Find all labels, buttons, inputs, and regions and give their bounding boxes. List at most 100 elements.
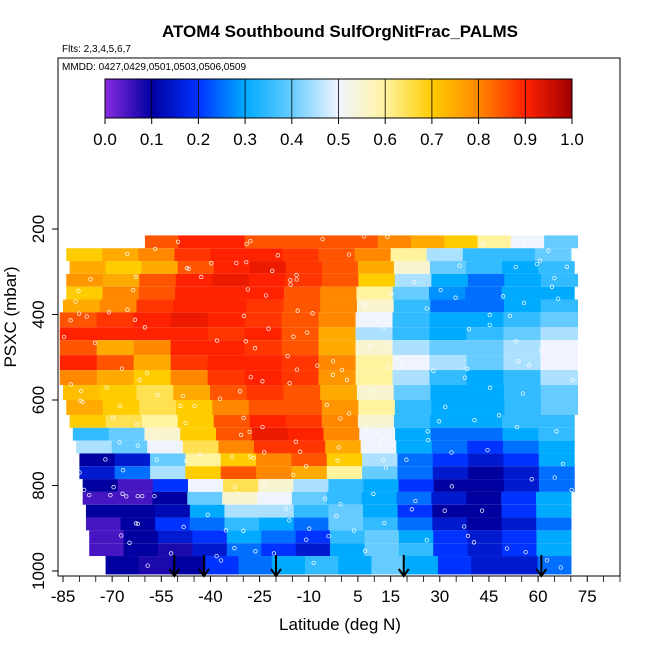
sample-dot (132, 317, 138, 322)
heatmap-cell (503, 312, 542, 328)
heatmap-cell (247, 286, 285, 300)
sample-dot (381, 458, 386, 463)
sample-dot (380, 326, 385, 331)
heatmap-cell (291, 491, 328, 505)
heatmap-cell (283, 385, 321, 400)
heatmap-cell (141, 414, 179, 428)
heatmap-cell (244, 327, 283, 341)
sample-dot (230, 454, 235, 459)
heatmap-cell (141, 261, 179, 274)
sample-dot (140, 493, 145, 499)
heatmap-cell (467, 543, 503, 557)
sample-dot (361, 234, 367, 239)
sample-dot (214, 553, 219, 559)
heatmap-cell (177, 261, 215, 274)
heatmap-cell (502, 440, 540, 454)
heatmap-cell (295, 543, 331, 557)
sample-dot (294, 277, 299, 282)
heatmap-cell (501, 286, 539, 300)
sample-dot (76, 311, 82, 316)
heatmap-cell (540, 327, 579, 341)
heatmap-cell (430, 427, 468, 441)
heatmap-cell (326, 466, 363, 480)
sample-dot (241, 528, 246, 533)
heatmap-cell (178, 235, 213, 249)
heatmap-cell (320, 385, 358, 400)
heatmap-cell (96, 355, 135, 371)
heatmap-row (66, 286, 575, 300)
heatmap-cell (251, 427, 289, 441)
heatmap-cell (429, 286, 466, 300)
sample-dot (315, 363, 320, 368)
heatmap-cell (138, 248, 175, 262)
sample-dot (119, 366, 125, 371)
sample-dot (84, 314, 89, 319)
heatmap-row (59, 340, 579, 356)
x-axis-label: Latitude (deg N) (279, 615, 401, 634)
heatmap-cell (244, 370, 283, 386)
heatmap-cell (433, 530, 469, 544)
heatmap-cell (467, 530, 503, 544)
sample-dot (364, 427, 369, 432)
sample-dot (522, 240, 528, 246)
heatmap-cell (503, 327, 542, 341)
sample-dot (334, 514, 339, 519)
heatmap-cell (102, 248, 139, 262)
heatmap-cell (249, 261, 287, 274)
sample-dot (294, 272, 299, 278)
sample-dot (409, 507, 414, 512)
plot-frame (57, 57, 621, 577)
sample-dot (78, 388, 84, 394)
heatmap-cell (66, 286, 104, 300)
colorbar-tick-label: 0.0 (93, 130, 117, 149)
heatmap-cell (431, 400, 469, 415)
sample-dot (144, 370, 150, 376)
sample-dot (243, 339, 248, 344)
heatmap-cell (244, 340, 283, 356)
heatmap-cell (120, 504, 156, 518)
heatmap-cell (59, 355, 98, 371)
heatmap-cell (117, 479, 154, 492)
sample-dot (245, 287, 250, 292)
heatmap-cell (503, 466, 540, 480)
sample-dot (471, 540, 477, 545)
x-tick-label: 45 (479, 587, 498, 606)
heatmap-cell (467, 273, 505, 287)
heatmap-row (59, 355, 579, 371)
sample-dot (453, 295, 458, 300)
heatmap-cell (59, 312, 98, 328)
heatmap-cell (136, 385, 174, 400)
heatmap-cell (326, 453, 363, 467)
heatmap-cell (467, 385, 505, 400)
sample-dot (485, 447, 490, 453)
heatmap-cell (431, 273, 469, 287)
heatmap-cell (328, 517, 364, 531)
heatmap-cell (503, 385, 542, 400)
x-tick-label: -10 (296, 587, 321, 606)
heatmap-row (59, 312, 579, 328)
sample-dot (514, 424, 520, 430)
sample-dot (262, 480, 267, 486)
sample-dot (339, 367, 345, 373)
sample-dot (462, 524, 467, 529)
heatmap-cell (364, 543, 400, 557)
colorbar: 0.0 0.1 0.2 0.3 0.4 0.5 0.6 0.7 0.8 0.9 1.0 (93, 78, 584, 149)
heatmap-cell (359, 427, 396, 441)
heatmap-cell (114, 453, 151, 467)
heatmap-cell (281, 312, 320, 328)
sample-dot (549, 284, 555, 289)
heatmap-cell (537, 556, 572, 575)
heatmap-cell (363, 479, 400, 492)
heatmap-cell (426, 248, 464, 262)
sample-dot (569, 487, 574, 493)
sample-dot (310, 311, 315, 316)
heatmap-cell (120, 517, 156, 531)
heatmap-cell (358, 400, 396, 415)
sample-dot (521, 300, 527, 306)
heatmap-cell (291, 466, 328, 480)
heatmap-cell (66, 248, 103, 262)
sample-dot (487, 385, 493, 390)
sample-dot (424, 538, 429, 543)
sample-dot (153, 246, 158, 252)
heatmap-row (63, 299, 578, 313)
